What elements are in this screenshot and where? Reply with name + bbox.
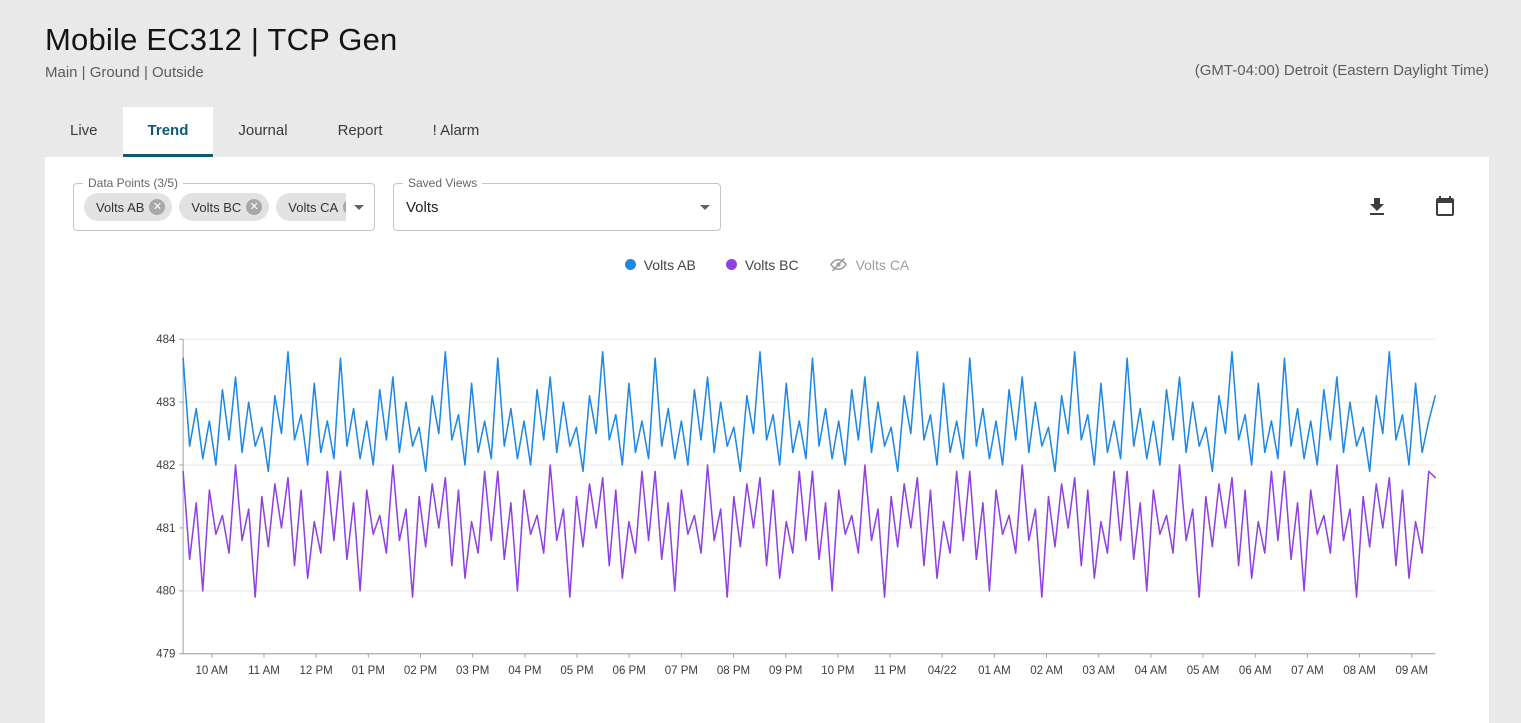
x-tick-label: 04/22: [928, 665, 957, 677]
header-left: Mobile EC312 | TCP Gen Main | Ground | O…: [45, 22, 397, 81]
x-tick-label: 08 PM: [717, 665, 750, 677]
y-tick-label: 484: [156, 334, 176, 346]
tab-bar: Live Trend Journal Report ! Alarm: [45, 107, 1489, 157]
download-icon: [1365, 195, 1389, 219]
legend-item-volts-ca[interactable]: Volts CA: [829, 255, 910, 274]
x-tick-label: 04 AM: [1135, 665, 1168, 677]
header: Mobile EC312 | TCP Gen Main | Ground | O…: [45, 0, 1489, 81]
chart-area: 484 483 482 481 480 479 10 AM 11 AM 12 PM 01 PM 02…: [73, 274, 1461, 706]
tab-alarm[interactable]: ! Alarm: [408, 107, 505, 157]
chip-remove-icon[interactable]: ✕: [343, 199, 346, 215]
data-points-select[interactable]: Data Points (3/5) Volts AB ✕ Volts BC ✕ …: [73, 183, 375, 231]
legend-label: Volts AB: [644, 257, 696, 273]
series-line-volts-bc: [183, 465, 1435, 597]
series-line-volts-ab: [183, 352, 1435, 472]
x-tick-label: 10 PM: [821, 665, 854, 677]
chip-remove-icon[interactable]: ✕: [149, 199, 165, 215]
data-points-label: Data Points (3/5): [83, 176, 183, 190]
x-tick-label: 08 AM: [1343, 665, 1376, 677]
x-tick-label: 02 PM: [404, 665, 437, 677]
x-tick-label: 11 PM: [874, 665, 906, 677]
x-tick-label: 03 AM: [1082, 665, 1115, 677]
y-tick-label: 481: [156, 523, 175, 535]
calendar-icon: [1433, 195, 1457, 219]
series-dot-icon: [726, 259, 737, 270]
y-tick-label: 483: [156, 397, 175, 409]
chip-label: Volts AB: [96, 200, 144, 215]
x-tick-label: 10 AM: [195, 665, 228, 677]
x-tick-label: 06 AM: [1239, 665, 1272, 677]
legend-item-volts-ab[interactable]: Volts AB: [625, 257, 696, 273]
page: Mobile EC312 | TCP Gen Main | Ground | O…: [0, 0, 1521, 723]
tab-live[interactable]: Live: [45, 107, 123, 157]
legend-item-volts-bc[interactable]: Volts BC: [726, 257, 799, 273]
x-tick-label: 04 PM: [508, 665, 541, 677]
x-tick-label: 01 AM: [978, 665, 1011, 677]
trend-chart: 484 483 482 481 480 479 10 AM 11 AM 12 PM 01 PM 02…: [139, 320, 1441, 696]
y-tick-label: 482: [156, 460, 175, 472]
y-tick-label: 480: [156, 586, 175, 598]
x-tick-label: 09 PM: [769, 665, 802, 677]
chip-remove-icon[interactable]: ✕: [246, 199, 262, 215]
chip-volts-bc[interactable]: Volts BC ✕: [179, 193, 269, 221]
controls-row: Data Points (3/5) Volts AB ✕ Volts BC ✕ …: [73, 183, 1461, 231]
chip-label: Volts BC: [191, 200, 241, 215]
saved-views-label: Saved Views: [403, 176, 482, 190]
x-tick-label: 11 AM: [248, 665, 280, 677]
x-tick-label: 01 PM: [352, 665, 385, 677]
x-tick-label: 12 PM: [300, 665, 333, 677]
chip-volts-ab[interactable]: Volts AB ✕: [84, 193, 172, 221]
x-tick-label: 07 PM: [665, 665, 698, 677]
x-tick-label: 05 AM: [1187, 665, 1220, 677]
x-tick-label: 02 AM: [1030, 665, 1063, 677]
eye-off-icon: [829, 255, 848, 274]
saved-views-select[interactable]: Saved Views Volts: [393, 183, 721, 231]
timezone-label: (GMT-04:00) Detroit (Eastern Daylight Ti…: [1195, 62, 1489, 81]
chip-volts-ca[interactable]: Volts CA ✕: [276, 193, 346, 221]
chevron-down-icon[interactable]: [354, 205, 364, 210]
page-title: Mobile EC312 | TCP Gen: [45, 22, 397, 58]
chip-label: Volts CA: [288, 200, 338, 215]
x-tick-label: 07 AM: [1291, 665, 1324, 677]
x-tick-label: 09 AM: [1395, 665, 1428, 677]
series-dot-icon: [625, 259, 636, 270]
y-tick-label: 479: [156, 649, 175, 661]
date-range-button[interactable]: [1429, 191, 1461, 223]
breadcrumb: Main | Ground | Outside: [45, 64, 397, 81]
chevron-down-icon[interactable]: [700, 205, 710, 210]
saved-views-value: Volts: [404, 199, 692, 216]
x-tick-label: 05 PM: [560, 665, 593, 677]
chip-row: Volts AB ✕ Volts BC ✕ Volts CA ✕: [84, 193, 346, 221]
tab-trend[interactable]: Trend: [123, 107, 214, 157]
tab-report[interactable]: Report: [313, 107, 408, 157]
legend-label: Volts CA: [856, 257, 910, 273]
legend-label: Volts BC: [745, 257, 799, 273]
tab-journal[interactable]: Journal: [213, 107, 312, 157]
trend-panel: Data Points (3/5) Volts AB ✕ Volts BC ✕ …: [45, 157, 1489, 723]
x-tick-label: 06 PM: [613, 665, 646, 677]
x-tick-label: 03 PM: [456, 665, 489, 677]
chart-legend: Volts AB Volts BC Volts CA: [73, 255, 1461, 274]
download-button[interactable]: [1361, 191, 1393, 223]
